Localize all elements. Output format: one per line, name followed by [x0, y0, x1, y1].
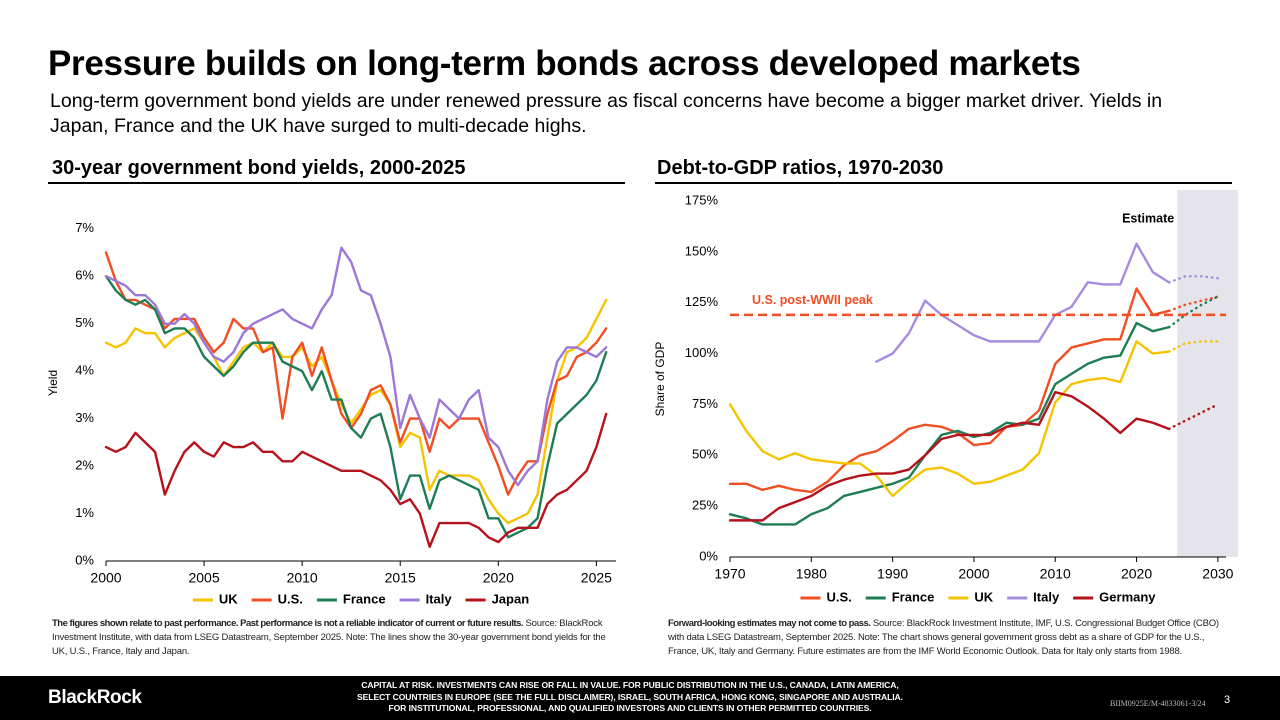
line-series [728, 321, 1171, 526]
x-tick-label: 2015 [385, 570, 416, 586]
line-series [875, 242, 1171, 363]
x-tick-label: 2020 [1121, 566, 1152, 582]
logo: BlackRock [48, 687, 142, 708]
document-code: BIIM0925E/M-4833061-3/24 [1110, 699, 1206, 708]
x-tick-label: 2030 [1202, 566, 1233, 582]
chart-title: Debt-to-GDP ratios, 1970-2030 [657, 157, 944, 179]
y-tick-label: 1% [75, 505, 94, 520]
y-tick-label: 100% [685, 345, 719, 360]
disclaimer: CAPITAL AT RISK. INVESTMENTS CAN RISE OR… [300, 680, 960, 715]
y-axis-title: Share of GDP [653, 342, 667, 417]
line-series-estimate [1167, 295, 1220, 329]
footnote-text: Source: BlackRock Investment Institute, … [668, 618, 1219, 657]
x-tick-label: 2005 [188, 570, 219, 586]
x-tick-label: 2010 [1040, 566, 1071, 582]
line-series-estimate [1167, 403, 1220, 431]
y-tick-label: 4% [75, 363, 94, 378]
line-series [104, 246, 608, 487]
chart-title: 30-year government bond yields, 2000-202… [52, 157, 466, 179]
line-series-estimate [1167, 340, 1220, 353]
y-axis-title: Yield [46, 370, 60, 396]
y-tick-label: 5% [75, 315, 94, 330]
y-tick-label: 0% [699, 548, 718, 563]
disclaimer-line: FOR INSTITUTIONAL, PROFESSIONAL, AND QUA… [388, 703, 872, 713]
line-series [728, 287, 1171, 494]
footer [0, 676, 1280, 720]
x-tick-label: 2000 [90, 570, 121, 586]
legend-label: France [892, 589, 935, 604]
line-series [104, 275, 608, 539]
legend-label: Italy [426, 591, 453, 606]
legend-label: France [343, 591, 386, 606]
footnote-emphasis: The figures shown relate to past perform… [52, 618, 524, 629]
x-tick-label: 1980 [796, 566, 827, 582]
y-tick-label: 0% [75, 552, 94, 567]
y-tick-label: 175% [685, 192, 719, 207]
footnote-text: Source: BlackRock Investment Institute, … [52, 618, 606, 657]
legend: UK U.S. France Italy Japan [192, 591, 530, 606]
x-tick-label: 1990 [877, 566, 908, 582]
y-tick-label: 150% [685, 243, 719, 258]
legend-label: U.S. [826, 589, 851, 604]
subtitle: Long-term government bond yields are und… [50, 90, 1163, 137]
x-tick-label: 2025 [581, 570, 612, 586]
line-series [104, 412, 608, 548]
line-series [728, 391, 1171, 522]
reference-label: U.S. post-WWII peak [752, 293, 873, 307]
x-tick-label: 2010 [287, 570, 318, 586]
x-tick-label: 2020 [483, 570, 514, 586]
legend-label: Italy [1033, 589, 1060, 604]
y-tick-label: 25% [692, 498, 718, 513]
title-rule [655, 182, 1232, 184]
footnote: Forward-looking estimates may not come t… [668, 617, 1233, 659]
legend-label: Japan [492, 591, 530, 606]
x-tick-label: 1970 [714, 566, 745, 582]
estimate-region [1177, 190, 1238, 557]
legend-label: Germany [1099, 589, 1156, 604]
disclaimer-line: CAPITAL AT RISK. INVESTMENTS CAN RISE OR… [361, 680, 899, 690]
y-tick-label: 6% [75, 268, 94, 283]
page-number: 3 [1224, 694, 1231, 706]
disclaimer-line: SELECT COUNTRIES IN EUROPE (SEE THE FULL… [357, 691, 903, 702]
y-tick-label: 7% [75, 220, 94, 235]
y-tick-label: 2% [75, 458, 94, 473]
x-tick-label: 2000 [958, 566, 989, 582]
chart: 0% 1% 2% 3% 4% 5% 6% 7% 2000 2005 2010 2015 2020 2025… [46, 220, 616, 606]
footnote-emphasis: Forward-looking estimates may not come t… [668, 618, 871, 629]
y-tick-label: 125% [685, 294, 719, 309]
line-series [728, 340, 1171, 498]
estimate-label: Estimate [1122, 211, 1174, 225]
legend-label: UK [219, 591, 238, 606]
legend-label: UK [974, 589, 993, 604]
title: Pressure builds on long-term bonds acros… [48, 44, 1081, 83]
y-tick-label: 3% [75, 410, 94, 425]
y-tick-label: 75% [692, 396, 718, 411]
legend-label: U.S. [278, 591, 303, 606]
legend: U.S. France UK Italy Germany [800, 589, 1156, 604]
line-series [104, 298, 608, 525]
y-tick-label: 50% [692, 447, 718, 462]
footnote: The figures shown relate to past perform… [52, 617, 622, 659]
chart: Estimate 0% 25% 50% 75% 100% 125% 150% 175% 1970 1… [653, 190, 1238, 604]
title-rule [48, 182, 625, 184]
